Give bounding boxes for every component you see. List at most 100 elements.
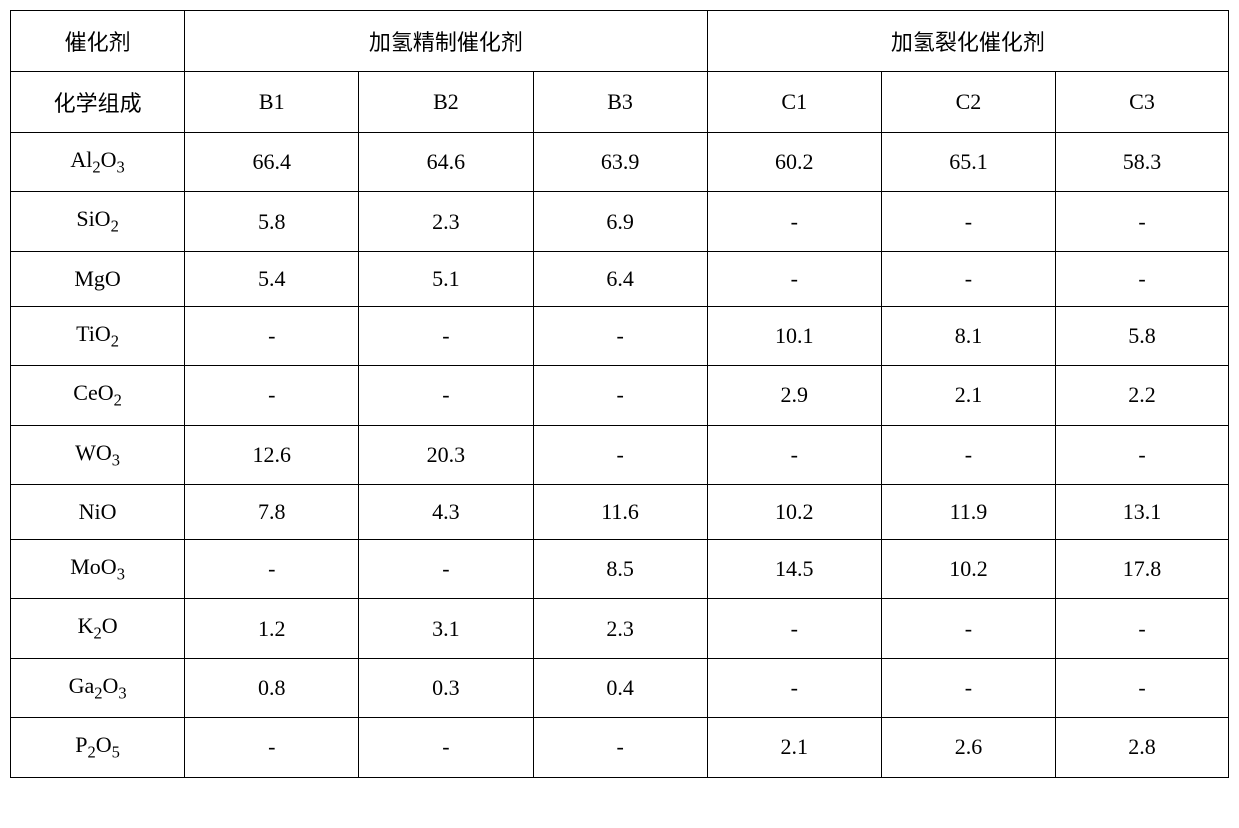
cell-value: 10.1 [707, 306, 881, 365]
table-header-row-2: 化学组成 B1 B2 B3 C1 C2 C3 [11, 72, 1229, 133]
cell-value: 5.4 [185, 251, 359, 306]
cell-value: - [1056, 658, 1229, 717]
cell-value: 14.5 [707, 539, 881, 598]
cell-value: 5.1 [359, 251, 533, 306]
cell-value: 5.8 [1056, 306, 1229, 365]
cell-value: 64.6 [359, 133, 533, 192]
cell-value: - [707, 599, 881, 658]
header-col-c2: C2 [881, 72, 1055, 133]
cell-value: 2.6 [881, 718, 1055, 777]
cell-value: 0.4 [533, 658, 707, 717]
row-label: Ga2O3 [11, 658, 185, 717]
cell-value: - [707, 192, 881, 251]
cell-value: 58.3 [1056, 133, 1229, 192]
cell-value: 66.4 [185, 133, 359, 192]
row-label: K2O [11, 599, 185, 658]
cell-value: - [1056, 599, 1229, 658]
cell-value: 11.6 [533, 484, 707, 539]
row-label: MgO [11, 251, 185, 306]
cell-value: - [881, 251, 1055, 306]
table-row: TiO2---10.18.15.8 [11, 306, 1229, 365]
cell-value: 8.5 [533, 539, 707, 598]
row-label: CeO2 [11, 366, 185, 425]
table-row: NiO7.84.311.610.211.913.1 [11, 484, 1229, 539]
cell-value: - [881, 658, 1055, 717]
cell-value: 12.6 [185, 425, 359, 484]
cell-value: 10.2 [881, 539, 1055, 598]
header-col-b3: B3 [533, 72, 707, 133]
header-col-c1: C1 [707, 72, 881, 133]
cell-value: - [359, 539, 533, 598]
cell-value: 8.1 [881, 306, 1055, 365]
header-composition: 化学组成 [11, 72, 185, 133]
cell-value: 2.8 [1056, 718, 1229, 777]
table-row: P2O5---2.12.62.8 [11, 718, 1229, 777]
cell-value: - [1056, 425, 1229, 484]
row-label: MoO3 [11, 539, 185, 598]
cell-value: 5.8 [185, 192, 359, 251]
header-group-cracking: 加氢裂化催化剂 [707, 11, 1228, 72]
cell-value: - [707, 425, 881, 484]
cell-value: 63.9 [533, 133, 707, 192]
header-col-c3: C3 [1056, 72, 1229, 133]
cell-value: - [881, 599, 1055, 658]
cell-value: 6.4 [533, 251, 707, 306]
cell-value: - [533, 718, 707, 777]
header-col-b1: B1 [185, 72, 359, 133]
cell-value: 1.2 [185, 599, 359, 658]
cell-value: - [1056, 192, 1229, 251]
table-header-row-1: 催化剂 加氢精制催化剂 加氢裂化催化剂 [11, 11, 1229, 72]
cell-value: 20.3 [359, 425, 533, 484]
cell-value: 3.1 [359, 599, 533, 658]
cell-value: 60.2 [707, 133, 881, 192]
cell-value: 2.3 [533, 599, 707, 658]
cell-value: 0.8 [185, 658, 359, 717]
cell-value: - [1056, 251, 1229, 306]
cell-value: - [707, 251, 881, 306]
cell-value: - [533, 366, 707, 425]
table-row: K2O1.23.12.3--- [11, 599, 1229, 658]
cell-value: - [185, 718, 359, 777]
table-row: Al2O366.464.663.960.265.158.3 [11, 133, 1229, 192]
header-group-refining: 加氢精制催化剂 [185, 11, 708, 72]
cell-value: 11.9 [881, 484, 1055, 539]
cell-value: - [185, 306, 359, 365]
cell-value: 2.1 [707, 718, 881, 777]
cell-value: - [881, 425, 1055, 484]
table-row: WO312.620.3---- [11, 425, 1229, 484]
table-row: SiO25.82.36.9--- [11, 192, 1229, 251]
table-row: MoO3--8.514.510.217.8 [11, 539, 1229, 598]
cell-value: - [185, 366, 359, 425]
cell-value: 65.1 [881, 133, 1055, 192]
cell-value: 2.9 [707, 366, 881, 425]
cell-value: - [881, 192, 1055, 251]
cell-value: 7.8 [185, 484, 359, 539]
cell-value: 6.9 [533, 192, 707, 251]
cell-value: 2.3 [359, 192, 533, 251]
cell-value: - [185, 539, 359, 598]
table-body: Al2O366.464.663.960.265.158.3SiO25.82.36… [11, 133, 1229, 778]
cell-value: 4.3 [359, 484, 533, 539]
cell-value: - [359, 366, 533, 425]
cell-value: 2.1 [881, 366, 1055, 425]
header-catalyst: 催化剂 [11, 11, 185, 72]
table-row: Ga2O30.80.30.4--- [11, 658, 1229, 717]
table-row: CeO2---2.92.12.2 [11, 366, 1229, 425]
cell-value: - [707, 658, 881, 717]
table-row: MgO5.45.16.4--- [11, 251, 1229, 306]
row-label: TiO2 [11, 306, 185, 365]
row-label: WO3 [11, 425, 185, 484]
cell-value: 2.2 [1056, 366, 1229, 425]
row-label: Al2O3 [11, 133, 185, 192]
cell-value: 17.8 [1056, 539, 1229, 598]
header-col-b2: B2 [359, 72, 533, 133]
cell-value: - [359, 306, 533, 365]
cell-value: 0.3 [359, 658, 533, 717]
row-label: P2O5 [11, 718, 185, 777]
row-label: SiO2 [11, 192, 185, 251]
cell-value: - [533, 425, 707, 484]
catalyst-composition-table: 催化剂 加氢精制催化剂 加氢裂化催化剂 化学组成 B1 B2 B3 C1 C2 … [10, 10, 1229, 778]
row-label: NiO [11, 484, 185, 539]
cell-value: 10.2 [707, 484, 881, 539]
cell-value: 13.1 [1056, 484, 1229, 539]
